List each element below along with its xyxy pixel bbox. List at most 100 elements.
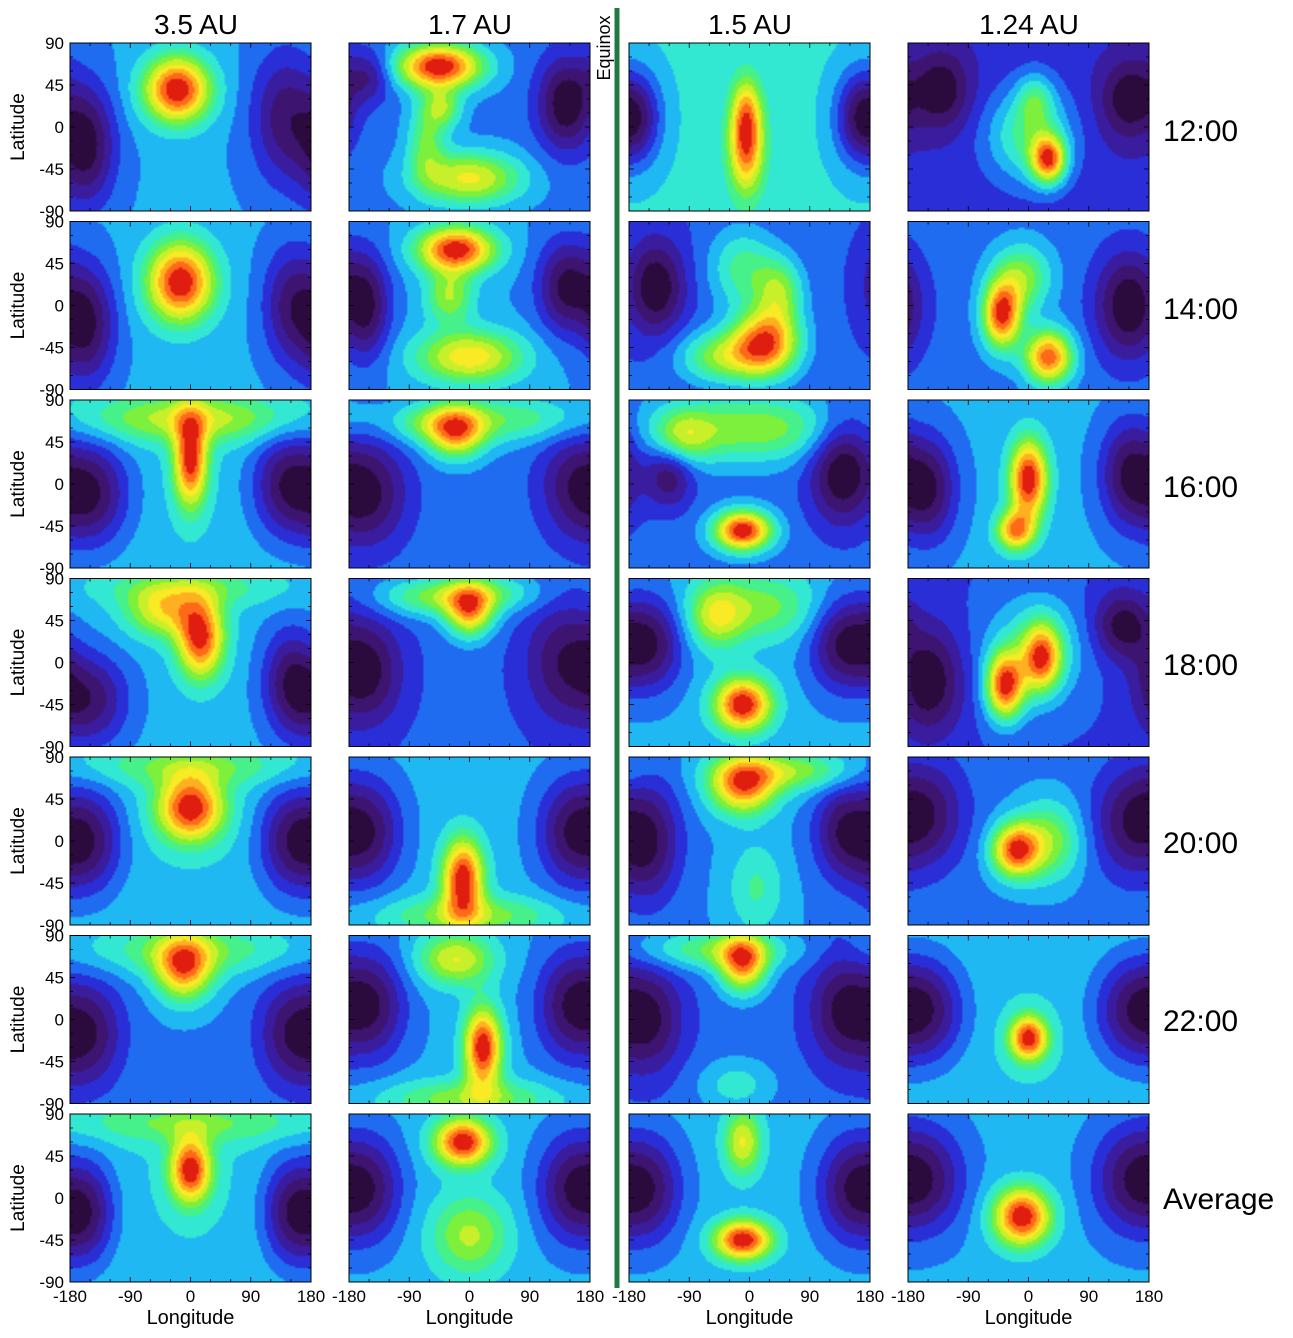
heatmap-field [349, 221, 590, 390]
panel-ticks [907, 1113, 1150, 1283]
panel-ticks [628, 399, 871, 569]
x-tick-label: -180 [891, 1287, 925, 1306]
heatmap-panel [907, 399, 1150, 569]
heatmap-field [349, 1114, 590, 1282]
heatmap-panel [348, 221, 591, 390]
y-tick-label: -90 [39, 1273, 64, 1292]
y-tick-label: 90 [45, 1105, 64, 1124]
heatmap-field [629, 935, 870, 1104]
panel-ticks [348, 756, 591, 926]
panel-ticks [69, 1113, 312, 1283]
x-tick-label: 0 [1024, 1287, 1033, 1306]
heatmap-field [70, 935, 311, 1104]
heatmap-field [629, 221, 870, 390]
heatmap-field [70, 1114, 311, 1282]
heatmap-field [70, 578, 311, 747]
heatmap-field [629, 757, 870, 925]
heatmap-grid: 90450-45-90Latitude90450-45-90Latitude90… [8, 34, 1163, 1329]
heatmap-panel [628, 756, 871, 926]
row-title-1800: 18:00 [1163, 649, 1238, 682]
y-tick-label: 0 [55, 297, 64, 316]
heatmap-panel [348, 756, 591, 926]
column-title-1.5au: 1.5 AU [708, 9, 792, 40]
panel-ticks [628, 935, 871, 1104]
row-title-average: Average [1163, 1183, 1274, 1216]
panel-ticks [69, 578, 312, 747]
heatmap-field [908, 757, 1149, 925]
heatmap-panel [348, 1113, 591, 1283]
heatmap-panel: 90 45 0 -45 -90 Latitude [8, 34, 312, 221]
x-tick-label: 180 [576, 1287, 604, 1306]
heatmap-field [629, 1114, 870, 1282]
x-axis-label: Longitude [147, 1307, 235, 1329]
heatmap-panel [628, 221, 871, 390]
panel-ticks [69, 42, 312, 212]
x-tick-label: 90 [520, 1287, 539, 1306]
heatmap-panel [907, 221, 1150, 390]
heatmap-panel: 90 45 0 -45 -90 Latitude [8, 391, 312, 578]
panel-ticks [907, 399, 1150, 569]
y-tick-label: -45 [39, 696, 64, 715]
panel-ticks [348, 221, 591, 390]
x-tick-label: 0 [465, 1287, 474, 1306]
y-axis-label: Latitude [8, 1164, 29, 1232]
row-title-2200: 22:00 [1163, 1005, 1238, 1038]
y-tick-label: -45 [39, 1231, 64, 1250]
heatmap-panel [348, 399, 591, 569]
y-tick-label: -90 [39, 738, 64, 757]
x-tick-label: 90 [241, 1287, 260, 1306]
y-tick-label: 90 [45, 927, 64, 946]
panel-ticks [907, 42, 1150, 212]
x-tick-label: 0 [745, 1287, 754, 1306]
x-axis: -180 -90 0 90 180 Longitude [332, 1287, 604, 1329]
x-tick-label: 90 [800, 1287, 819, 1306]
heatmap-field [908, 400, 1149, 568]
panel-ticks [628, 42, 871, 212]
column-title-1.24au: 1.24 AU [979, 9, 1079, 40]
y-tick-label: 90 [45, 213, 64, 232]
x-tick-label: -180 [332, 1287, 366, 1306]
heatmap-panel [907, 1113, 1150, 1283]
row-title-1200: 12:00 [1163, 115, 1238, 148]
heatmap-panel [348, 935, 591, 1104]
heatmap-panel [907, 935, 1150, 1104]
y-tick-label: -90 [39, 202, 64, 221]
panel-ticks [628, 578, 871, 747]
heatmap-panel [348, 578, 591, 747]
heatmap-panel [907, 42, 1150, 212]
y-axis-label: Latitude [8, 807, 29, 875]
panel-ticks [69, 399, 312, 569]
panel-ticks [628, 1113, 871, 1283]
row-title-1600: 16:00 [1163, 471, 1238, 504]
y-tick-label: 90 [45, 748, 64, 767]
y-tick-label: -90 [39, 1095, 64, 1114]
heatmap-field [349, 43, 590, 211]
y-tick-label: -90 [39, 381, 64, 400]
heatmap-field [70, 400, 311, 568]
heatmap-field [349, 757, 590, 925]
panel-ticks [348, 1113, 591, 1283]
heatmap-field [629, 578, 870, 747]
column-titles: 3.5 AU 1.7 AU 1.5 AU 1.24 AU [154, 9, 1079, 40]
x-tick-label: -180 [612, 1287, 646, 1306]
row-title-2000: 20:00 [1163, 827, 1238, 860]
heatmap-field [629, 400, 870, 568]
heatmap-field [908, 578, 1149, 747]
y-axis-label: Latitude [8, 93, 29, 161]
heatmap-field [908, 935, 1149, 1104]
x-tick-label: 180 [856, 1287, 884, 1306]
y-tick-label: 90 [45, 391, 64, 410]
heatmap-panel [907, 756, 1150, 926]
y-tick-label: 90 [45, 34, 64, 53]
row-titles: 12:00 14:00 16:00 18:00 20:00 22:00 Aver… [1163, 115, 1274, 1216]
x-tick-label: 180 [1135, 1287, 1163, 1306]
y-axis-label: Latitude [8, 986, 29, 1054]
y-tick-label: 45 [45, 1147, 64, 1166]
x-axis-label: Longitude [706, 1307, 794, 1329]
y-tick-label: 45 [45, 612, 64, 631]
y-axis-label: Latitude [8, 629, 29, 697]
y-tick-label: 0 [55, 475, 64, 494]
heatmap-panel [628, 42, 871, 212]
y-tick-label: 45 [45, 969, 64, 988]
panel-ticks [907, 756, 1150, 926]
